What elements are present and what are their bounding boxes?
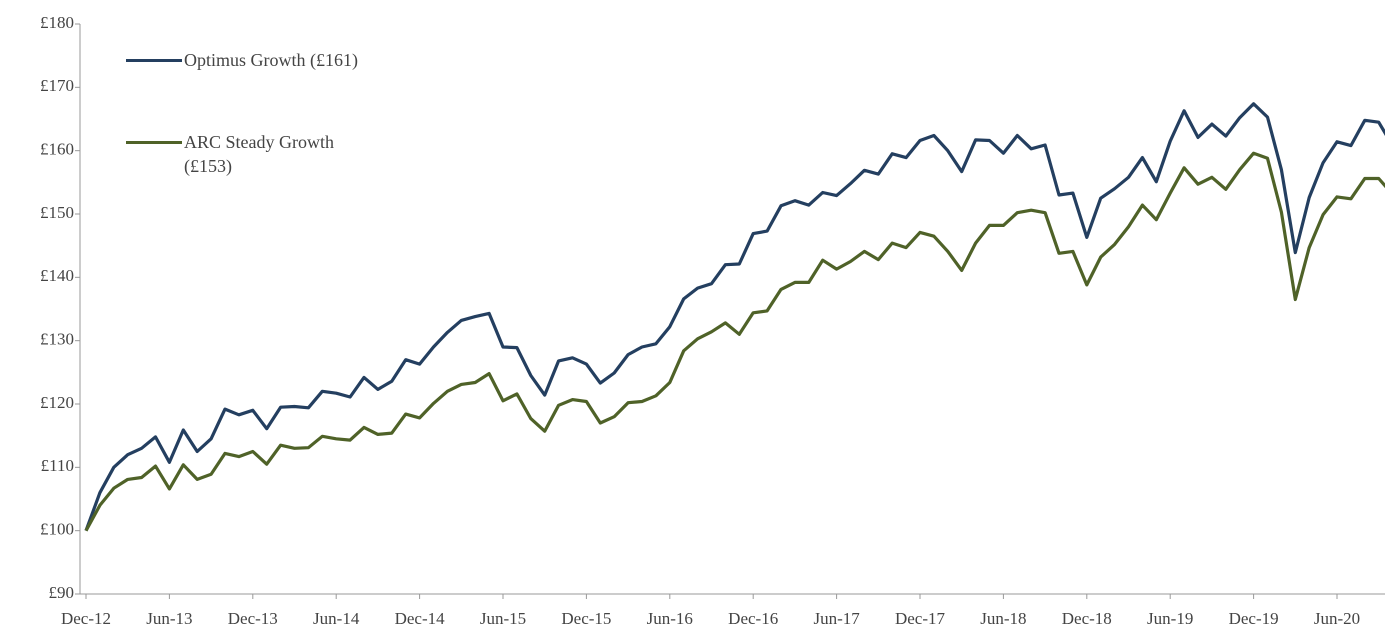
x-tick-label: Dec-18 [1062, 609, 1112, 628]
legend-item: Optimus Growth (£161) [126, 48, 426, 72]
x-tick-label: Dec-17 [895, 609, 946, 628]
x-tick-label: Jun-14 [313, 609, 360, 628]
y-tick-label: £90 [49, 583, 75, 602]
x-tick-label: Jun-17 [813, 609, 860, 628]
legend-swatch [126, 141, 182, 144]
x-tick-label: Jun-15 [480, 609, 526, 628]
x-tick-label: Dec-15 [561, 609, 611, 628]
legend-label: Optimus Growth (£161) [184, 50, 358, 70]
y-tick-label: £120 [40, 393, 74, 412]
legend-label: ARC Steady Growth (£153) [184, 132, 334, 176]
x-tick-label: Jun-16 [647, 609, 693, 628]
y-tick-label: £150 [40, 203, 74, 222]
x-tick-label: Jun-20 [1314, 609, 1360, 628]
y-tick-label: £110 [41, 456, 74, 475]
series-line [84, 102, 1385, 532]
y-tick-label: £140 [40, 266, 74, 285]
y-tick-label: £130 [40, 330, 74, 349]
legend-swatch [126, 59, 182, 62]
x-tick-label: Jun-18 [980, 609, 1026, 628]
x-tick-label: Dec-14 [395, 609, 446, 628]
y-tick-label: £180 [40, 13, 74, 32]
x-tick-label: Dec-16 [728, 609, 778, 628]
x-tick-label: Jun-19 [1147, 609, 1193, 628]
x-tick-label: Dec-19 [1229, 609, 1279, 628]
x-tick-label: Dec-13 [228, 609, 278, 628]
x-tick-label: Dec-12 [61, 609, 111, 628]
y-tick-label: £160 [40, 140, 74, 159]
y-tick-label: £170 [40, 76, 74, 95]
legend-item: ARC Steady Growth (£153) [126, 130, 386, 178]
y-tick-label: £100 [40, 520, 74, 539]
x-tick-label: Jun-13 [146, 609, 192, 628]
series-line [84, 151, 1385, 532]
